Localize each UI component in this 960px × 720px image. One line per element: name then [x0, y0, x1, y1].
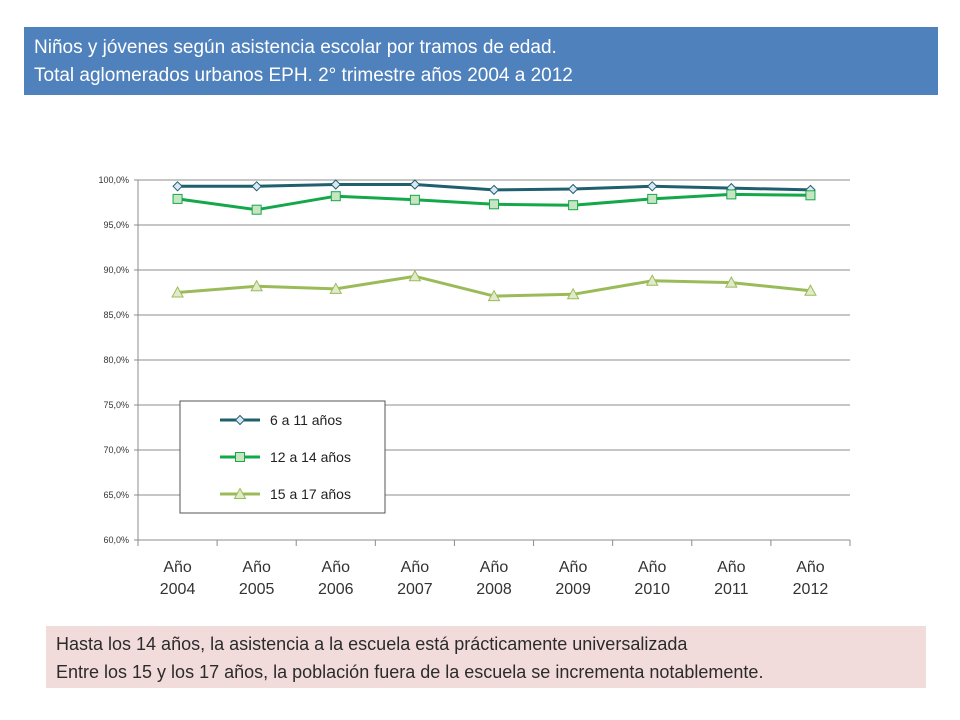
data-point [726, 189, 737, 200]
x-tick-label: Año 2007 [397, 559, 433, 598]
data-point [487, 289, 501, 302]
data-point [409, 179, 421, 190]
x-tick-label: Año 2008 [476, 559, 512, 598]
legend-label: 15 a 17 años [270, 486, 351, 502]
data-point [251, 204, 262, 215]
series-1 [172, 179, 816, 196]
note-line-1: Hasta los 14 años, la asistencia a la es… [56, 634, 688, 654]
data-point [172, 193, 183, 204]
x-tick-label: Año 2009 [555, 559, 591, 598]
note-line-2: Entre los 15 y los 17 años, la población… [56, 662, 764, 682]
y-tick-label: 60,0% [103, 535, 129, 545]
y-tick-label: 75,0% [103, 400, 129, 410]
data-point [330, 179, 341, 190]
data-point [408, 269, 422, 282]
data-point [724, 276, 738, 288]
data-point [566, 287, 580, 300]
data-point [567, 183, 579, 195]
series-2 [172, 189, 816, 215]
x-tick-label: Año 2011 [714, 559, 749, 598]
legend-box [179, 400, 386, 514]
y-tick-label: 65,0% [103, 490, 129, 500]
x-tick-label: Año 2010 [634, 559, 670, 598]
y-tick-label: 85,0% [103, 310, 129, 320]
note-box: Hasta los 14 años, la asistencia a la es… [46, 626, 926, 688]
legend-marker [234, 414, 246, 426]
legend-label: 6 a 11 años [270, 412, 342, 428]
x-tick-label: Año 2006 [318, 559, 354, 598]
y-tick-label: 95,0% [103, 220, 129, 230]
data-point [330, 191, 341, 202]
title-line-2: Total aglomerados urbanos EPH. 2° trimes… [34, 65, 573, 86]
data-point [568, 200, 579, 211]
legend-marker [235, 452, 245, 462]
data-point [805, 190, 816, 201]
y-tick-label: 80,0% [103, 355, 129, 365]
x-tick-label: Año 2012 [793, 559, 829, 598]
title-line-1: Niños y jóvenes según asistencia escolar… [34, 37, 557, 58]
y-tick-label: 70,0% [103, 445, 129, 455]
legend-label: 12 a 14 años [270, 449, 351, 465]
data-point [489, 199, 499, 210]
data-point [250, 279, 264, 292]
data-point [171, 285, 184, 298]
legend: 6 a 11 años 12 a 14 años 15 a 17 años [179, 400, 386, 514]
y-tick-label: 90,0% [103, 265, 129, 275]
data-point [329, 282, 343, 294]
title-box: Niños y jóvenes según asistencia escolar… [24, 27, 938, 95]
y-tick-labels: 60,0% 65,0% 70,0% 75,0% 80,0% 85,0% 90,0% 95,0%… [98, 175, 129, 545]
x-tick-label: Año 2004 [160, 559, 196, 598]
data-point [172, 181, 183, 192]
series-3 [171, 269, 817, 302]
line-chart: 60,0% 65,0% 70,0% 75,0% 80,0% 85,0% 90,0% 95,0%… [98, 175, 851, 598]
legend-marker [233, 487, 247, 499]
data-point [647, 193, 658, 204]
y-tick-label: 100,0% [98, 175, 129, 185]
axes [134, 179, 851, 546]
data-point [804, 284, 817, 296]
data-point [488, 184, 500, 196]
data-point [645, 274, 659, 286]
x-tick-labels: Año 2004 Año 2005 Año 2006 Año 2007 Año 2008 Año 20… [160, 559, 829, 598]
x-tick-label: Año 2005 [239, 559, 275, 598]
data-point [647, 181, 658, 192]
data-point [251, 181, 262, 192]
data-point [409, 194, 420, 205]
series-lines [171, 179, 817, 302]
